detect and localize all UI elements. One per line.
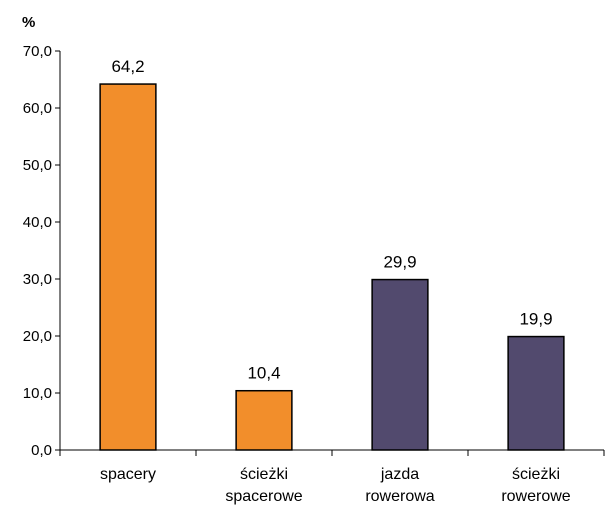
- y-axis: 0,0 10,0 20,0 30,0 40,0 50,0 60,0 70,0: [23, 43, 61, 459]
- category-label: jazda: [380, 466, 419, 483]
- bar-value-label: 10,4: [247, 364, 280, 383]
- category-label: spacery: [100, 466, 156, 483]
- y-tick-label: 60,0: [23, 100, 52, 117]
- category-label: ścieżki: [512, 466, 560, 483]
- y-tick-label: 70,0: [23, 43, 52, 60]
- category-label: rowerowe: [501, 488, 570, 505]
- bar-value-label: 64,2: [111, 57, 144, 76]
- category-label: spacerowe: [225, 488, 302, 505]
- y-tick-label: 40,0: [23, 214, 52, 231]
- x-axis: spacery ścieżki spacerowe jazda rowerowa ście…: [59, 449, 605, 505]
- bars: 64,2 10,4 29,9 19,9: [99, 57, 565, 451]
- bar: [507, 335, 565, 451]
- bar: [99, 83, 157, 451]
- y-tick-label: 20,0: [23, 328, 52, 345]
- bar: [371, 278, 429, 451]
- y-tick-label: 0,0: [31, 442, 52, 459]
- y-tick-label: 50,0: [23, 157, 52, 174]
- bar: [235, 389, 293, 451]
- category-label: ścieżki: [240, 466, 288, 483]
- y-tick-label: 10,0: [23, 385, 52, 402]
- bar-value-label: 29,9: [383, 253, 416, 272]
- category-label: rowerowa: [365, 488, 434, 505]
- y-tick-label: 30,0: [23, 271, 52, 288]
- y-axis-unit-label: %: [22, 14, 35, 31]
- bar-value-label: 19,9: [519, 310, 552, 329]
